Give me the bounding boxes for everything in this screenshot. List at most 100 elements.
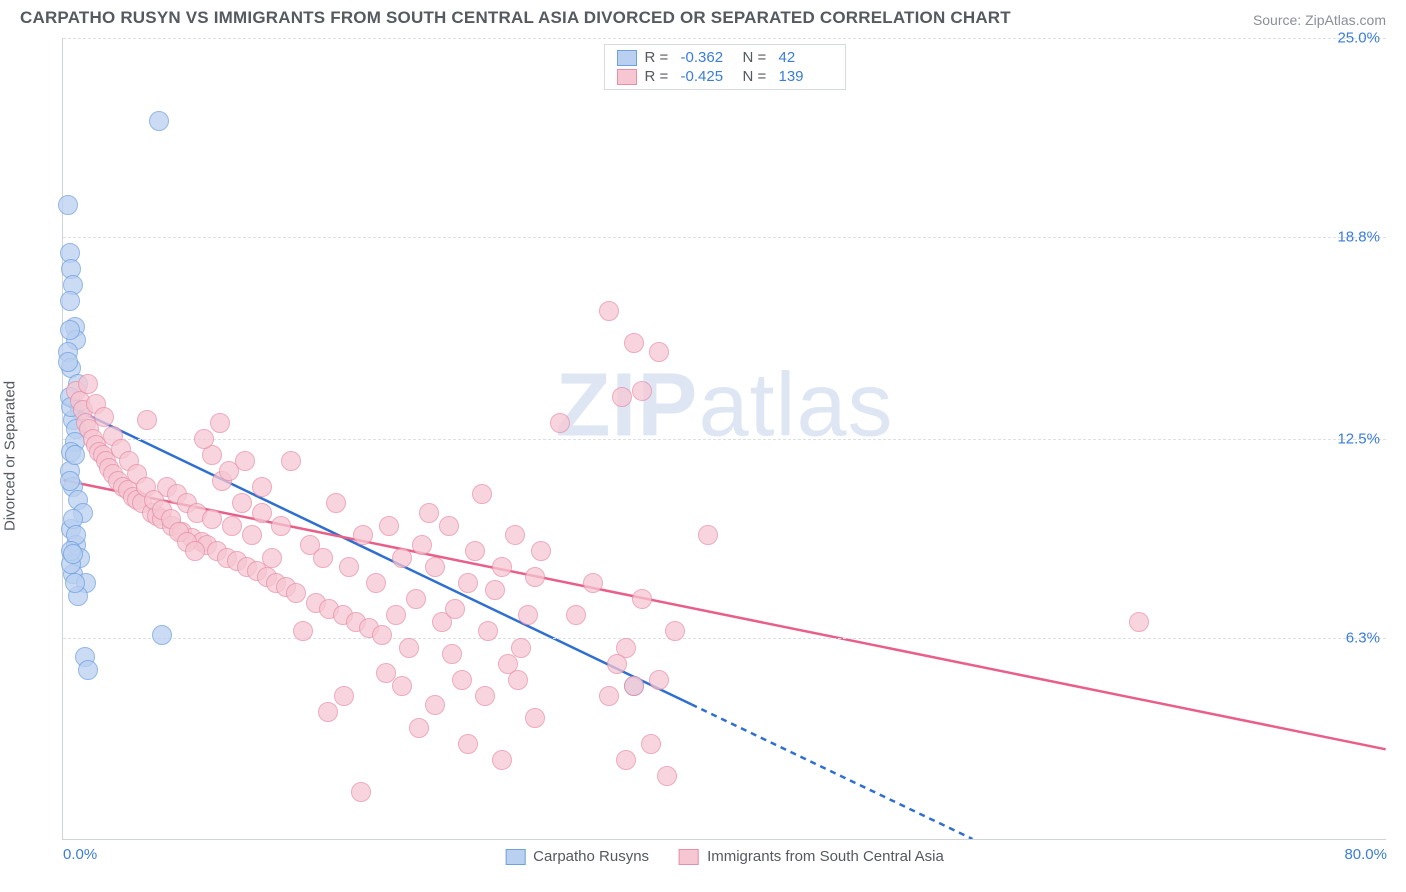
scatter-point xyxy=(649,670,669,690)
scatter-point xyxy=(399,638,419,658)
scatter-point xyxy=(657,766,677,786)
scatter-point xyxy=(152,625,172,645)
scatter-point xyxy=(425,695,445,715)
scatter-point xyxy=(366,573,386,593)
scatter-point xyxy=(293,621,313,641)
plot-area: ZIPatlas R = -0.362 N = 42 R = -0.425 N … xyxy=(62,38,1386,840)
legend-swatch xyxy=(617,50,637,66)
scatter-point xyxy=(326,493,346,513)
scatter-point xyxy=(58,195,78,215)
scatter-point xyxy=(78,374,98,394)
y-tick-label: 25.0% xyxy=(1337,30,1380,47)
scatter-point xyxy=(698,525,718,545)
legend-row: R = -0.362 N = 42 xyxy=(617,49,833,66)
scatter-point xyxy=(185,541,205,561)
scatter-point xyxy=(525,567,545,587)
scatter-point xyxy=(419,503,439,523)
r-label: R = xyxy=(645,49,673,66)
scatter-point xyxy=(65,573,85,593)
scatter-point xyxy=(252,477,272,497)
scatter-point xyxy=(281,451,301,471)
series-legend: Carpatho Rusyns Immigrants from South Ce… xyxy=(505,848,944,865)
scatter-point xyxy=(632,381,652,401)
scatter-point xyxy=(149,111,169,131)
scatter-point xyxy=(78,660,98,680)
y-tick-label: 18.8% xyxy=(1337,228,1380,245)
scatter-point xyxy=(452,670,472,690)
scatter-point xyxy=(505,525,525,545)
scatter-point xyxy=(202,509,222,529)
scatter-point xyxy=(492,750,512,770)
scatter-point xyxy=(392,548,412,568)
n-label: N = xyxy=(743,49,771,66)
chart-container: Divorced or Separated ZIPatlas R = -0.36… xyxy=(18,38,1388,874)
scatter-point xyxy=(425,557,445,577)
scatter-point xyxy=(386,605,406,625)
legend-swatch xyxy=(505,849,525,865)
scatter-point xyxy=(1129,612,1149,632)
scatter-point xyxy=(334,686,354,706)
scatter-point xyxy=(60,471,80,491)
n-label: N = xyxy=(743,68,771,85)
scatter-point xyxy=(607,654,627,674)
scatter-point xyxy=(550,413,570,433)
scatter-point xyxy=(351,782,371,802)
scatter-point xyxy=(508,670,528,690)
scatter-point xyxy=(632,589,652,609)
scatter-point xyxy=(194,429,214,449)
scatter-point xyxy=(210,413,230,433)
scatter-point xyxy=(566,605,586,625)
scatter-point xyxy=(445,599,465,619)
scatter-point xyxy=(612,387,632,407)
scatter-point xyxy=(222,516,242,536)
scatter-point xyxy=(458,734,478,754)
scatter-point xyxy=(624,676,644,696)
scatter-point xyxy=(65,445,85,465)
scatter-point xyxy=(60,320,80,340)
legend-item: Carpatho Rusyns xyxy=(505,848,649,865)
source-attribution: Source: ZipAtlas.com xyxy=(1253,12,1386,28)
scatter-point xyxy=(475,686,495,706)
scatter-point xyxy=(286,583,306,603)
scatter-point xyxy=(518,605,538,625)
r-value: -0.362 xyxy=(681,49,735,66)
n-value: 139 xyxy=(779,68,833,85)
scatter-point xyxy=(525,708,545,728)
scatter-point xyxy=(442,644,462,664)
scatter-point xyxy=(458,573,478,593)
scatter-point xyxy=(649,342,669,362)
correlation-legend: R = -0.362 N = 42 R = -0.425 N = 139 xyxy=(604,44,846,90)
scatter-point xyxy=(262,548,282,568)
scatter-point xyxy=(511,638,531,658)
series-name: Carpatho Rusyns xyxy=(533,848,649,865)
scatter-point xyxy=(252,503,272,523)
y-axis-label: Divorced or Separated xyxy=(2,381,19,531)
r-label: R = xyxy=(645,68,673,85)
gridline xyxy=(63,237,1386,238)
scatter-point xyxy=(624,333,644,353)
scatter-point xyxy=(232,493,252,513)
scatter-point xyxy=(492,557,512,577)
scatter-point xyxy=(318,702,338,722)
legend-swatch xyxy=(679,849,699,865)
y-tick-label: 6.3% xyxy=(1346,629,1380,646)
scatter-point xyxy=(235,451,255,471)
scatter-point xyxy=(94,407,114,427)
scatter-point xyxy=(472,484,492,504)
scatter-point xyxy=(465,541,485,561)
scatter-point xyxy=(583,573,603,593)
scatter-point xyxy=(412,535,432,555)
y-tick-label: 12.5% xyxy=(1337,431,1380,448)
legend-item: Immigrants from South Central Asia xyxy=(679,848,944,865)
gridline xyxy=(63,38,1386,39)
scatter-point xyxy=(439,516,459,536)
scatter-point xyxy=(137,410,157,430)
scatter-point xyxy=(478,621,498,641)
scatter-point xyxy=(372,625,392,645)
scatter-point xyxy=(379,516,399,536)
scatter-point xyxy=(531,541,551,561)
n-value: 42 xyxy=(779,49,833,66)
scatter-point xyxy=(409,718,429,738)
scatter-point xyxy=(60,291,80,311)
legend-row: R = -0.425 N = 139 xyxy=(617,68,833,85)
